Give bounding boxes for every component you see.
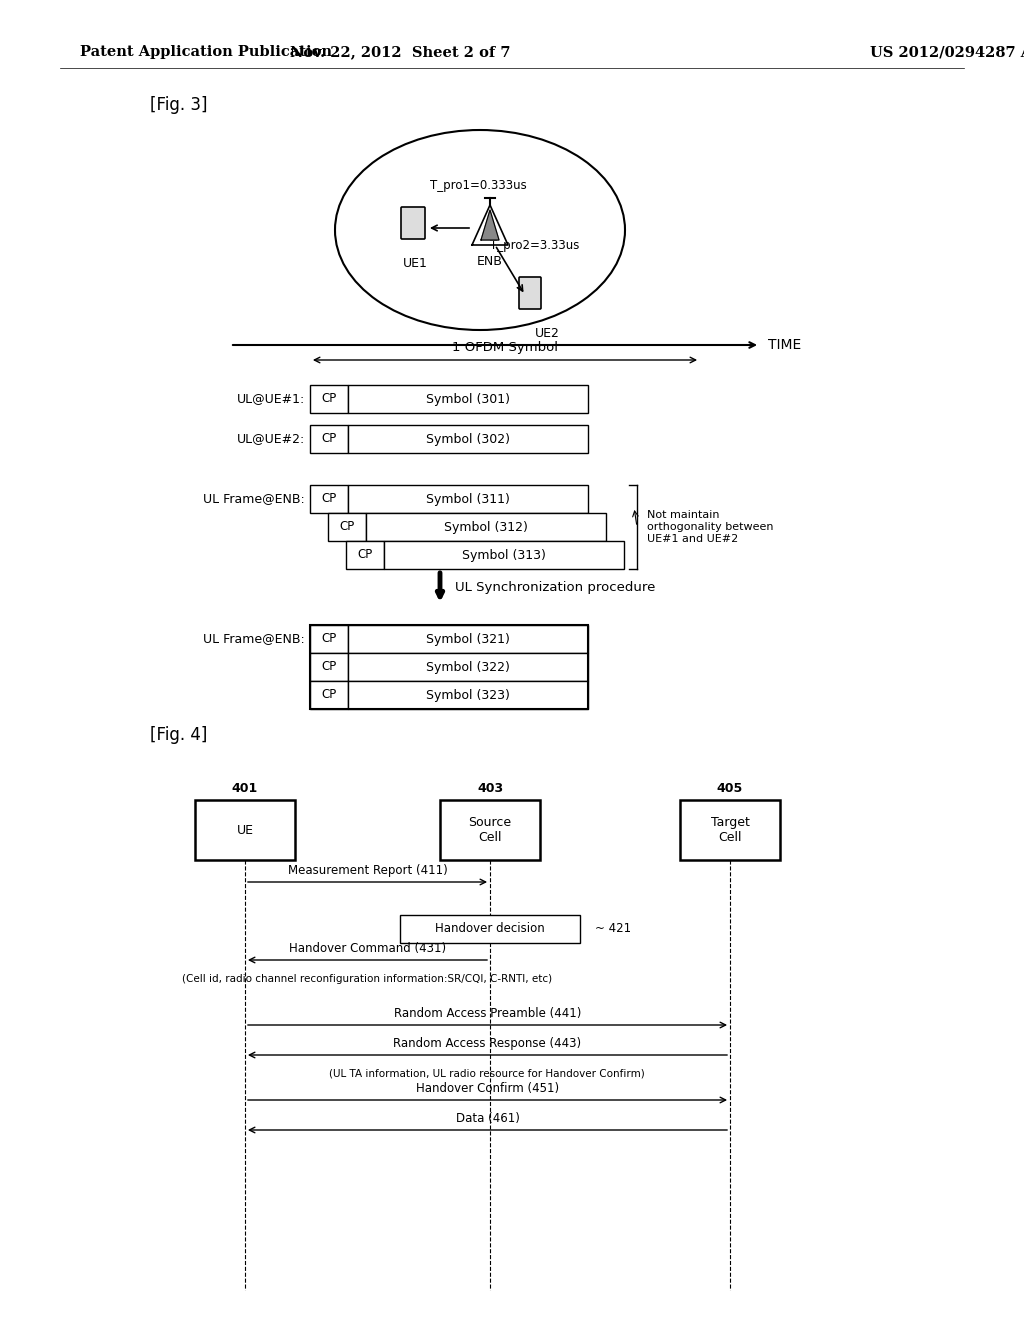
Text: 401: 401 (231, 781, 258, 795)
Text: UE2: UE2 (535, 327, 560, 341)
Text: US 2012/0294287 A1: US 2012/0294287 A1 (870, 45, 1024, 59)
Bar (366, 513, 606, 541)
Polygon shape (481, 210, 499, 240)
Text: CP: CP (322, 632, 337, 645)
Text: Not maintain
orthogonality between
UE#1 and UE#2: Not maintain orthogonality between UE#1 … (647, 511, 773, 544)
Text: (Cell id, radio channel reconfiguration information:SR/CQI, C-RNTI, etc): (Cell id, radio channel reconfiguration … (182, 974, 552, 983)
Text: Symbol (313): Symbol (313) (462, 549, 546, 561)
Bar (310, 624, 348, 653)
Text: CP: CP (322, 433, 337, 446)
Text: Symbol (302): Symbol (302) (426, 433, 510, 446)
Text: Symbol (321): Symbol (321) (426, 632, 510, 645)
Text: 1 OFDM Symbol: 1 OFDM Symbol (452, 341, 558, 354)
Text: Data (461): Data (461) (456, 1111, 519, 1125)
Bar (400, 915, 580, 942)
Bar (195, 800, 295, 861)
FancyBboxPatch shape (519, 277, 541, 309)
Text: T_pro2=3.33us: T_pro2=3.33us (490, 239, 580, 252)
Bar (346, 541, 384, 569)
Text: ~ 421: ~ 421 (595, 923, 631, 936)
Text: Target
Cell: Target Cell (711, 816, 750, 843)
Text: Source
Cell: Source Cell (468, 816, 512, 843)
Text: Random Access Preamble (441): Random Access Preamble (441) (394, 1007, 582, 1020)
Text: [Fig. 3]: [Fig. 3] (150, 96, 208, 114)
Text: Measurement Report (411): Measurement Report (411) (288, 865, 447, 876)
Bar (348, 425, 588, 453)
Bar (310, 624, 588, 709)
Text: CP: CP (322, 392, 337, 405)
Bar (348, 624, 588, 653)
Text: Nov. 22, 2012  Sheet 2 of 7: Nov. 22, 2012 Sheet 2 of 7 (290, 45, 510, 59)
Bar (310, 484, 348, 513)
Bar (328, 513, 366, 541)
Text: Symbol (323): Symbol (323) (426, 689, 510, 701)
Text: Symbol (322): Symbol (322) (426, 660, 510, 673)
Bar (348, 484, 588, 513)
Bar (310, 425, 348, 453)
Text: T_pro1=0.333us: T_pro1=0.333us (430, 178, 526, 191)
Text: 403: 403 (477, 781, 503, 795)
Bar (680, 800, 780, 861)
Text: Patent Application Publication: Patent Application Publication (80, 45, 332, 59)
Text: Handover Command (431): Handover Command (431) (289, 942, 446, 954)
Text: Symbol (311): Symbol (311) (426, 492, 510, 506)
Text: CP: CP (322, 492, 337, 506)
Text: UL@UE#1:: UL@UE#1: (237, 392, 305, 405)
Text: Symbol (312): Symbol (312) (444, 520, 528, 533)
Text: ENB: ENB (477, 255, 503, 268)
Text: UL Frame@ENB:: UL Frame@ENB: (203, 632, 305, 645)
Bar (348, 385, 588, 413)
Bar (310, 385, 348, 413)
Text: CP: CP (322, 660, 337, 673)
Text: UE: UE (237, 824, 254, 837)
FancyBboxPatch shape (401, 207, 425, 239)
Text: CP: CP (357, 549, 373, 561)
Text: UL@UE#2:: UL@UE#2: (237, 433, 305, 446)
Text: CP: CP (339, 520, 354, 533)
Text: UE1: UE1 (402, 257, 427, 271)
Bar (310, 681, 348, 709)
Text: CP: CP (322, 689, 337, 701)
Bar (348, 653, 588, 681)
Polygon shape (472, 205, 508, 246)
Text: UL Synchronization procedure: UL Synchronization procedure (455, 581, 655, 594)
Bar (384, 541, 624, 569)
Text: Handover decision: Handover decision (435, 923, 545, 936)
Bar (440, 800, 540, 861)
Text: Random Access Response (443): Random Access Response (443) (393, 1038, 582, 1049)
Text: Handover Confirm (451): Handover Confirm (451) (416, 1082, 559, 1096)
Text: UL Frame@ENB:: UL Frame@ENB: (203, 492, 305, 506)
Text: TIME: TIME (768, 338, 801, 352)
Bar (310, 653, 348, 681)
Bar (348, 681, 588, 709)
Text: (UL TA information, UL radio resource for Handover Confirm): (UL TA information, UL radio resource fo… (329, 1069, 645, 1078)
Text: [Fig. 4]: [Fig. 4] (150, 726, 208, 744)
Text: 405: 405 (717, 781, 743, 795)
Text: Symbol (301): Symbol (301) (426, 392, 510, 405)
